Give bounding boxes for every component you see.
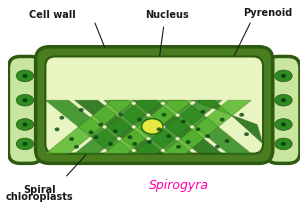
Ellipse shape [132,142,137,146]
Ellipse shape [281,98,286,102]
Ellipse shape [94,135,98,139]
Polygon shape [104,100,193,154]
Text: Pyrenoid: Pyrenoid [243,8,292,18]
Ellipse shape [281,74,286,78]
FancyBboxPatch shape [36,47,273,163]
Ellipse shape [108,142,113,146]
Ellipse shape [275,70,292,82]
Ellipse shape [205,134,210,138]
Ellipse shape [137,118,142,122]
Polygon shape [133,100,222,154]
Ellipse shape [74,145,79,149]
Ellipse shape [118,113,123,117]
Polygon shape [133,100,222,154]
Ellipse shape [16,138,34,150]
Ellipse shape [69,137,74,141]
Ellipse shape [200,110,205,114]
Ellipse shape [157,127,161,131]
Polygon shape [45,100,135,154]
Ellipse shape [59,116,64,120]
Ellipse shape [196,127,200,131]
Ellipse shape [176,145,181,149]
Ellipse shape [88,130,94,134]
Text: Spiral: Spiral [23,185,56,195]
Ellipse shape [220,118,225,122]
Ellipse shape [225,139,230,143]
Ellipse shape [22,74,27,78]
Ellipse shape [79,108,84,112]
Ellipse shape [98,123,103,126]
FancyBboxPatch shape [266,56,300,163]
Ellipse shape [239,113,244,117]
FancyBboxPatch shape [8,56,42,163]
Text: chloroplasts: chloroplasts [6,192,73,202]
Ellipse shape [22,142,27,146]
Polygon shape [104,100,193,154]
Ellipse shape [128,135,132,139]
Ellipse shape [281,123,286,126]
Ellipse shape [186,140,191,144]
Polygon shape [74,100,164,154]
Polygon shape [162,100,251,154]
Ellipse shape [181,120,186,123]
Ellipse shape [275,94,292,106]
Ellipse shape [22,123,27,126]
Ellipse shape [167,134,171,138]
Ellipse shape [22,98,27,102]
Ellipse shape [281,142,286,146]
Ellipse shape [147,140,152,144]
Ellipse shape [55,127,59,131]
Polygon shape [45,100,135,154]
Ellipse shape [113,129,118,133]
Polygon shape [162,100,251,154]
Ellipse shape [16,119,34,130]
Text: Spirogyra: Spirogyra [148,179,208,192]
Polygon shape [191,100,263,144]
Ellipse shape [275,138,292,150]
Text: Nucleus: Nucleus [145,10,189,20]
Polygon shape [74,100,164,154]
Ellipse shape [161,113,166,117]
Ellipse shape [142,119,163,134]
Ellipse shape [275,119,292,130]
Text: Cell wall: Cell wall [29,10,76,20]
Ellipse shape [16,70,34,82]
Ellipse shape [215,145,220,149]
Ellipse shape [244,132,249,136]
FancyBboxPatch shape [45,56,263,154]
Ellipse shape [16,94,34,106]
